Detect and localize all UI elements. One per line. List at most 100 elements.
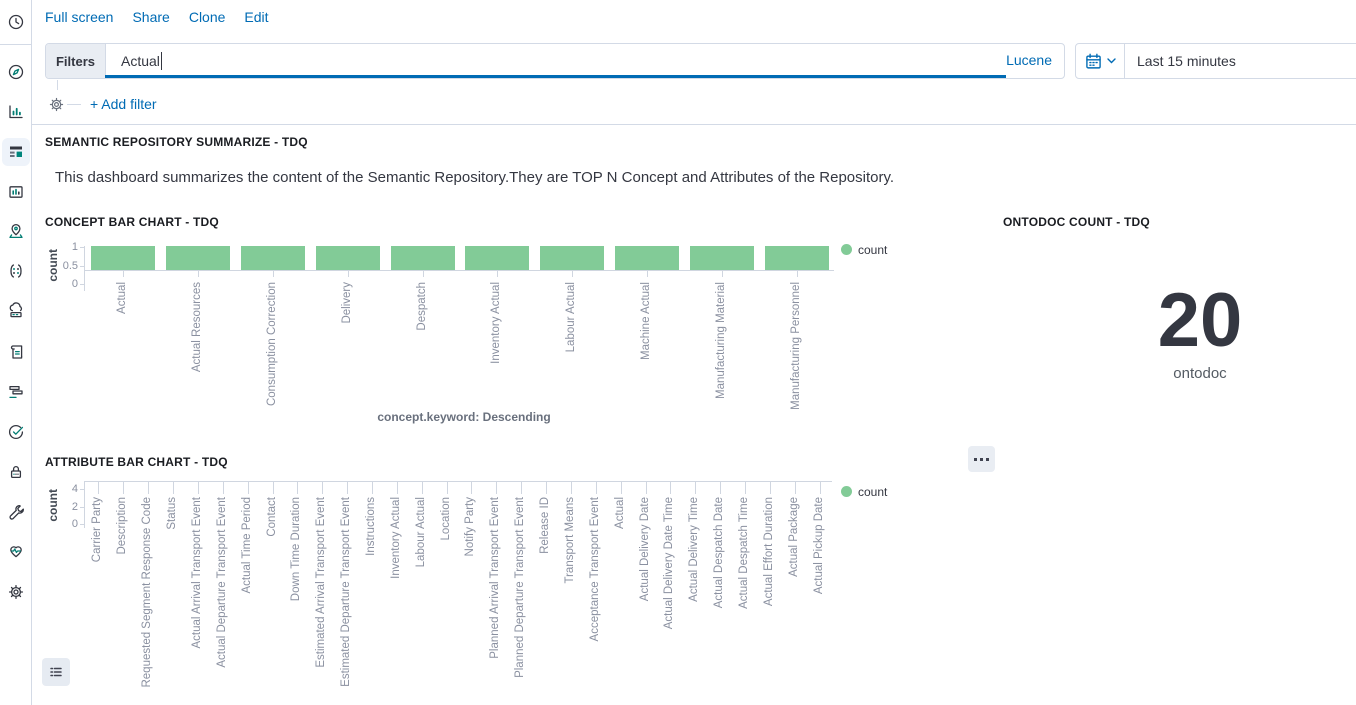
- x-category-label: Status: [166, 497, 178, 530]
- sidebar-item-visualize-chart[interactable]: [2, 98, 30, 126]
- maps-pin-icon: [9, 223, 23, 239]
- y-tick-mark: [80, 284, 84, 285]
- bar[interactable]: [465, 246, 530, 270]
- x-axis-tick: [447, 481, 448, 494]
- concept-legend-item[interactable]: count: [841, 243, 887, 257]
- bar[interactable]: [166, 246, 231, 270]
- bar[interactable]: [615, 246, 679, 270]
- sidebar-item-machine-learning[interactable]: [2, 257, 30, 285]
- search-query-input[interactable]: Actual Lucene: [106, 44, 1064, 78]
- x-category-label: Instructions: [365, 497, 377, 556]
- summary-description: This dashboard summarizes the content of…: [55, 169, 895, 186]
- filter-settings-gear-icon[interactable]: [48, 96, 65, 113]
- x-category-label: Description: [116, 497, 128, 555]
- sidebar-item-dev-tools-wrench[interactable]: [2, 498, 30, 526]
- x-category-label: Actual Resources: [191, 282, 203, 373]
- query-syntax-switch[interactable]: Lucene: [1006, 52, 1052, 68]
- nav-link-share[interactable]: Share: [132, 9, 170, 25]
- x-axis-tick: [273, 481, 274, 494]
- y-tick-label: 4: [71, 483, 78, 495]
- x-category-label: Delivery: [341, 282, 353, 324]
- bar[interactable]: [91, 246, 156, 270]
- panel-options-icon: [974, 457, 977, 461]
- legend-label: count: [858, 485, 888, 499]
- calendar-dropdown-button[interactable]: [1076, 44, 1125, 78]
- sidebar-item-maps-pin[interactable]: [2, 217, 30, 245]
- ontodoc-panel-title: ONTODOC COUNT - TDQ: [1003, 215, 1150, 229]
- y-tick-label: 2: [71, 501, 78, 513]
- nav-link-full-screen[interactable]: Full screen: [45, 9, 114, 25]
- legend-toggle-button[interactable]: [42, 658, 70, 686]
- calendar-icon: [1085, 53, 1101, 69]
- concept-panel-title: CONCEPT BAR CHART - TDQ: [45, 215, 219, 229]
- y-tick-mark: [80, 266, 84, 267]
- summary-panel-title: SEMANTIC REPOSITORY SUMMARIZE - TDQ: [45, 135, 308, 149]
- bar[interactable]: [540, 246, 605, 270]
- x-axis-tick: [497, 270, 498, 277]
- sidebar-item-uptime-check[interactable]: [2, 418, 30, 446]
- sidebar-item-metrics-cloud[interactable]: [2, 297, 30, 325]
- sidebar-item-dashboard-app[interactable]: [2, 138, 30, 166]
- bar[interactable]: [689, 246, 754, 270]
- y-axis-line: [84, 246, 85, 291]
- y-tick-mark: [80, 489, 84, 490]
- x-axis-tick: [322, 481, 323, 494]
- x-category-label: Consumption Correction: [266, 282, 278, 407]
- x-axis-tick: [820, 481, 821, 494]
- siem-lock-icon: [10, 465, 22, 479]
- sidebar-item-management-gear[interactable]: [2, 578, 30, 606]
- filters-button[interactable]: Filters: [46, 44, 106, 78]
- logs-scroll-icon: [10, 345, 23, 359]
- bar[interactable]: [390, 246, 455, 270]
- query-input-focus-underline: [105, 75, 1006, 78]
- visualize-chart-icon: [9, 105, 23, 119]
- x-category-label: Inventory Actual: [490, 282, 502, 364]
- time-picker: Last 15 minutes: [1075, 43, 1356, 79]
- x-category-label: Actual Pickup Date: [813, 497, 825, 595]
- attribute-legend-item[interactable]: count: [841, 485, 887, 499]
- legend-color-dot: [841, 486, 852, 497]
- apm-traces-icon: [9, 385, 23, 399]
- x-category-label: Actual Package: [788, 497, 800, 577]
- sidebar-item-logs-scroll[interactable]: [2, 338, 30, 366]
- time-range-value[interactable]: Last 15 minutes: [1137, 53, 1236, 69]
- nav-link-edit[interactable]: Edit: [244, 9, 269, 25]
- filter-connector-dash: [67, 104, 81, 105]
- x-category-label: Actual: [614, 497, 626, 529]
- y-tick-label: 0: [71, 518, 78, 530]
- y-tick-mark: [80, 507, 84, 508]
- concept-bar-chart: count count concept.keyword: Descending …: [45, 238, 890, 433]
- sidebar-item-siem-lock[interactable]: [2, 458, 30, 486]
- machine-learning-icon: [10, 264, 22, 278]
- sidebar-item-recent-clock[interactable]: [2, 8, 30, 36]
- recent-clock-icon: [8, 14, 24, 30]
- uptime-check-icon: [8, 424, 24, 440]
- nav-link-clone[interactable]: Clone: [188, 9, 226, 25]
- sidebar-item-discover-compass[interactable]: [2, 58, 30, 86]
- x-category-label: Actual: [116, 282, 128, 314]
- bar[interactable]: [315, 246, 380, 270]
- x-axis-tick: [720, 481, 721, 494]
- query-bar: Filters Actual Lucene: [45, 43, 1065, 79]
- sidebar-item-canvas[interactable]: [2, 178, 30, 206]
- x-axis-tick: [745, 481, 746, 494]
- panel-options-button[interactable]: [968, 446, 995, 472]
- filter-connector: [57, 80, 58, 90]
- x-axis-tick: [347, 481, 348, 494]
- x-category-label: Release ID: [539, 497, 551, 554]
- x-axis-tick: [273, 270, 274, 277]
- x-category-label: Manufacturing Material: [715, 282, 727, 399]
- x-axis-tick: [596, 481, 597, 494]
- x-category-label: Estimated Departure Transport Event: [340, 497, 352, 687]
- x-axis-tick: [248, 481, 249, 494]
- bar[interactable]: [764, 246, 829, 270]
- x-category-label: Actual Despatch Date: [713, 497, 725, 609]
- add-filter-link[interactable]: + Add filter: [90, 96, 157, 112]
- x-category-label: Transport Means: [564, 497, 576, 584]
- sidebar-item-stack-monitoring-heart[interactable]: [2, 537, 30, 565]
- x-axis-tick: [123, 270, 124, 277]
- sidebar-item-apm-traces[interactable]: [2, 378, 30, 406]
- x-axis-tick: [198, 481, 199, 494]
- x-axis-tick: [546, 481, 547, 494]
- bar[interactable]: [241, 246, 305, 270]
